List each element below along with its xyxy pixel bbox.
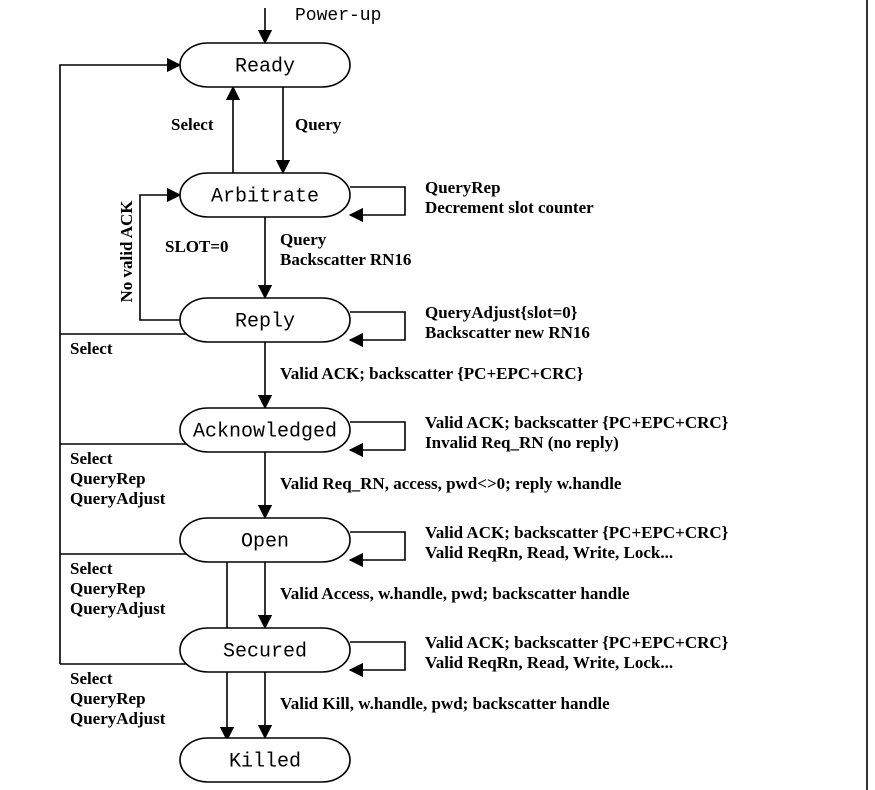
label-ret-secured-2: QueryRep xyxy=(70,689,146,708)
state-secured-label: Secured xyxy=(223,640,307,663)
label-query-bs1: Query xyxy=(280,230,327,249)
state-reply-label: Reply xyxy=(235,310,295,333)
loop-open-l1: Valid ACK; backscatter {PC+EPC+CRC} xyxy=(425,523,729,542)
loop-secured-l2: Valid ReqRn, Read, Write, Lock... xyxy=(425,653,673,672)
loop-open xyxy=(350,532,405,560)
label-ret-reply: Select xyxy=(70,339,113,358)
loop-secured-l1: Valid ACK; backscatter {PC+EPC+CRC} xyxy=(425,633,729,652)
loop-arbitrate-l1: QueryRep xyxy=(425,178,501,197)
label-ret-ack-1: Select xyxy=(70,449,113,468)
label-ret-ack-3: QueryAdjust xyxy=(70,489,166,508)
loop-reply-l2: Backscatter new RN16 xyxy=(425,323,590,342)
label-query-down: Query xyxy=(295,115,342,134)
label-reqrn: Valid Req_RN, access, pwd<>0; reply w.ha… xyxy=(280,474,622,493)
label-slot0: SLOT=0 xyxy=(165,237,229,256)
label-validkill: Valid Kill, w.handle, pwd; backscatter h… xyxy=(280,694,610,713)
loop-open-l2: Valid ReqRn, Read, Write, Lock... xyxy=(425,543,673,562)
loop-ack xyxy=(350,422,405,450)
loop-ack-l1: Valid ACK; backscatter {PC+EPC+CRC} xyxy=(425,413,729,432)
state-acknowledged-label: Acknowledged xyxy=(193,420,337,443)
label-ret-ack-2: QueryRep xyxy=(70,469,146,488)
state-open-label: Open xyxy=(241,530,289,553)
label-ret-open-2: QueryRep xyxy=(70,579,146,598)
state-diagram: Ready Arbitrate Reply Acknowledged Open Secur… xyxy=(0,0,875,790)
label-validaccess: Valid Access, w.handle, pwd; backscatter… xyxy=(280,584,630,603)
label-select-up: Select xyxy=(171,115,214,134)
loop-arbitrate-l2: Decrement slot counter xyxy=(425,198,594,217)
states-layer: Ready Arbitrate Reply Acknowledged Open Secur… xyxy=(180,43,350,782)
loop-arbitrate xyxy=(350,187,405,215)
label-validack1: Valid ACK; backscatter {PC+EPC+CRC} xyxy=(280,364,584,383)
loop-reply xyxy=(350,312,405,340)
label-ret-open-3: QueryAdjust xyxy=(70,599,166,618)
label-ret-open-1: Select xyxy=(70,559,113,578)
state-killed-label: Killed xyxy=(229,750,301,773)
loop-secured xyxy=(350,642,405,670)
label-ret-secured-3: QueryAdjust xyxy=(70,709,166,728)
loop-reply-l1: QueryAdjust{slot=0} xyxy=(425,303,578,322)
label-query-bs2: Backscatter RN16 xyxy=(280,250,411,269)
state-arbitrate-label: Arbitrate xyxy=(211,185,319,208)
label-powerup: Power-up xyxy=(295,6,381,26)
label-novalidack: No valid ACK xyxy=(117,200,136,303)
edge-novalidack xyxy=(140,195,180,320)
label-ret-secured-1: Select xyxy=(70,669,113,688)
state-ready-label: Ready xyxy=(235,55,295,78)
loop-ack-l2: Invalid Req_RN (no reply) xyxy=(425,433,619,452)
labels-layer: Power-upSelectQueryQueryBackscatter RN16… xyxy=(70,6,729,728)
